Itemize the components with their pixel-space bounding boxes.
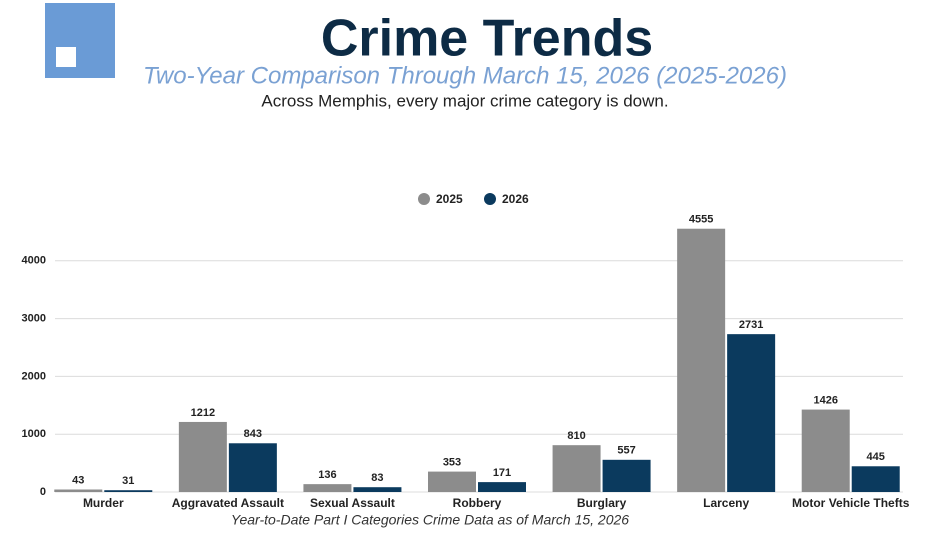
bar xyxy=(552,445,601,492)
value-label: 557 xyxy=(617,445,635,457)
chart-title: Crime Trends xyxy=(321,10,653,68)
value-label: 171 xyxy=(493,467,511,479)
y-tick-label: 0 xyxy=(40,486,46,498)
x-tick-label: Burglary xyxy=(577,496,627,510)
y-tick-label: 2000 xyxy=(22,370,46,382)
x-tick-label: Robbery xyxy=(453,496,502,510)
bar xyxy=(303,484,352,492)
legend-swatch xyxy=(484,193,496,205)
footnote: Year-to-Date Part I Categories Crime Dat… xyxy=(231,512,629,528)
chart-description: Across Memphis, every major crime catego… xyxy=(261,91,668,110)
x-tick-label: Larceny xyxy=(703,496,749,510)
y-tick-label: 4000 xyxy=(22,255,46,267)
value-label: 810 xyxy=(567,430,585,442)
chart-subtitle: Two-Year Comparison Through March 15, 20… xyxy=(143,62,787,89)
x-tick-label: Motor Vehicle Thefts xyxy=(792,496,910,510)
bar xyxy=(54,489,103,492)
value-label: 31 xyxy=(122,475,134,487)
bar xyxy=(602,459,651,492)
logo-inner xyxy=(56,47,76,67)
bar xyxy=(353,487,402,492)
bar xyxy=(228,443,277,492)
bar xyxy=(104,490,153,492)
value-label: 43 xyxy=(72,474,84,486)
legend-label: 2026 xyxy=(502,192,529,206)
x-tick-label: Murder xyxy=(83,496,124,510)
x-tick-label: Sexual Assault xyxy=(310,496,395,510)
logo xyxy=(45,3,115,78)
bar xyxy=(851,466,900,492)
value-label: 83 xyxy=(371,472,383,484)
value-label: 136 xyxy=(318,469,336,481)
y-tick-label: 3000 xyxy=(22,313,46,325)
bar xyxy=(478,482,526,492)
bar xyxy=(727,334,776,492)
bar xyxy=(428,471,476,492)
value-label: 1426 xyxy=(813,394,837,406)
bar xyxy=(801,409,850,492)
value-label: 4555 xyxy=(689,214,713,226)
value-label: 2731 xyxy=(739,319,763,331)
value-label: 843 xyxy=(244,428,262,440)
value-label: 353 xyxy=(443,457,461,469)
value-label: 445 xyxy=(867,451,885,463)
legend-swatch xyxy=(418,193,430,205)
y-tick-label: 1000 xyxy=(22,428,46,440)
bar xyxy=(677,228,726,492)
bar xyxy=(178,421,227,492)
legend-label: 2025 xyxy=(436,192,463,206)
value-label: 1212 xyxy=(191,407,215,419)
x-tick-label: Aggravated Assault xyxy=(172,496,284,510)
